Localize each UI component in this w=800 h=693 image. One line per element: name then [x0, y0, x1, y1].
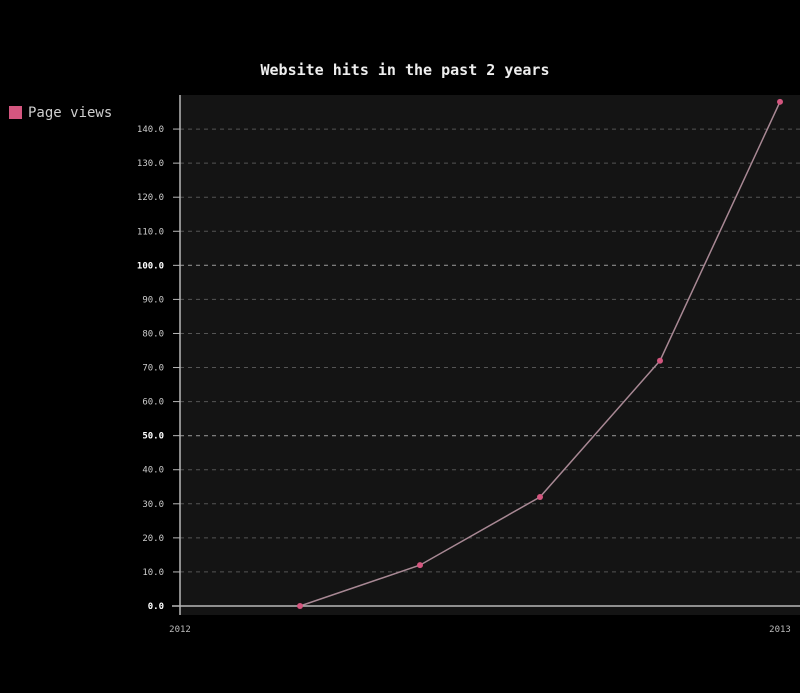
data-point[interactable] — [537, 493, 543, 500]
y-tick-label: 70.0 — [142, 364, 164, 374]
legend-label-page-views[interactable]: Page views — [28, 105, 112, 121]
plot-area — [180, 95, 800, 615]
x-tick-label: 2012 — [169, 625, 191, 635]
y-tick-label: 120.0 — [137, 193, 164, 203]
y-tick-label: 140.0 — [137, 125, 164, 135]
y-tick-label: 50.0 — [142, 432, 164, 442]
chart-title: Website hits in the past 2 years — [261, 61, 550, 79]
y-tick-label: 80.0 — [142, 329, 164, 339]
series-page-views — [297, 98, 783, 609]
y-tick-label: 10.0 — [142, 568, 164, 578]
y-axis-ticks: 0.0 10.0 20.0 30.0 40.0 50.0 60.0 70.0 80.0 90.0 1… — [137, 125, 180, 612]
y-tick-label: 100.0 — [137, 261, 164, 271]
data-point[interactable] — [777, 98, 783, 105]
y-tick-label: 110.0 — [137, 227, 164, 237]
y-tick-label: 130.0 — [137, 159, 164, 169]
y-tick-label: 60.0 — [142, 398, 164, 408]
y-tick-label: 0.0 — [148, 602, 164, 612]
y-tick-label: 90.0 — [142, 295, 164, 305]
data-point[interactable] — [657, 357, 663, 364]
x-axis-ticks: 2012 2013 — [169, 625, 791, 635]
legend: Page views — [9, 105, 112, 121]
data-point[interactable] — [297, 603, 303, 609]
legend-swatch-page-views[interactable] — [9, 106, 22, 119]
x-tick-label: 2013 — [769, 625, 791, 635]
data-point[interactable] — [417, 562, 423, 569]
y-tick-label: 30.0 — [142, 500, 164, 510]
y-tick-label: 20.0 — [142, 534, 164, 544]
y-tick-label: 40.0 — [142, 466, 164, 476]
